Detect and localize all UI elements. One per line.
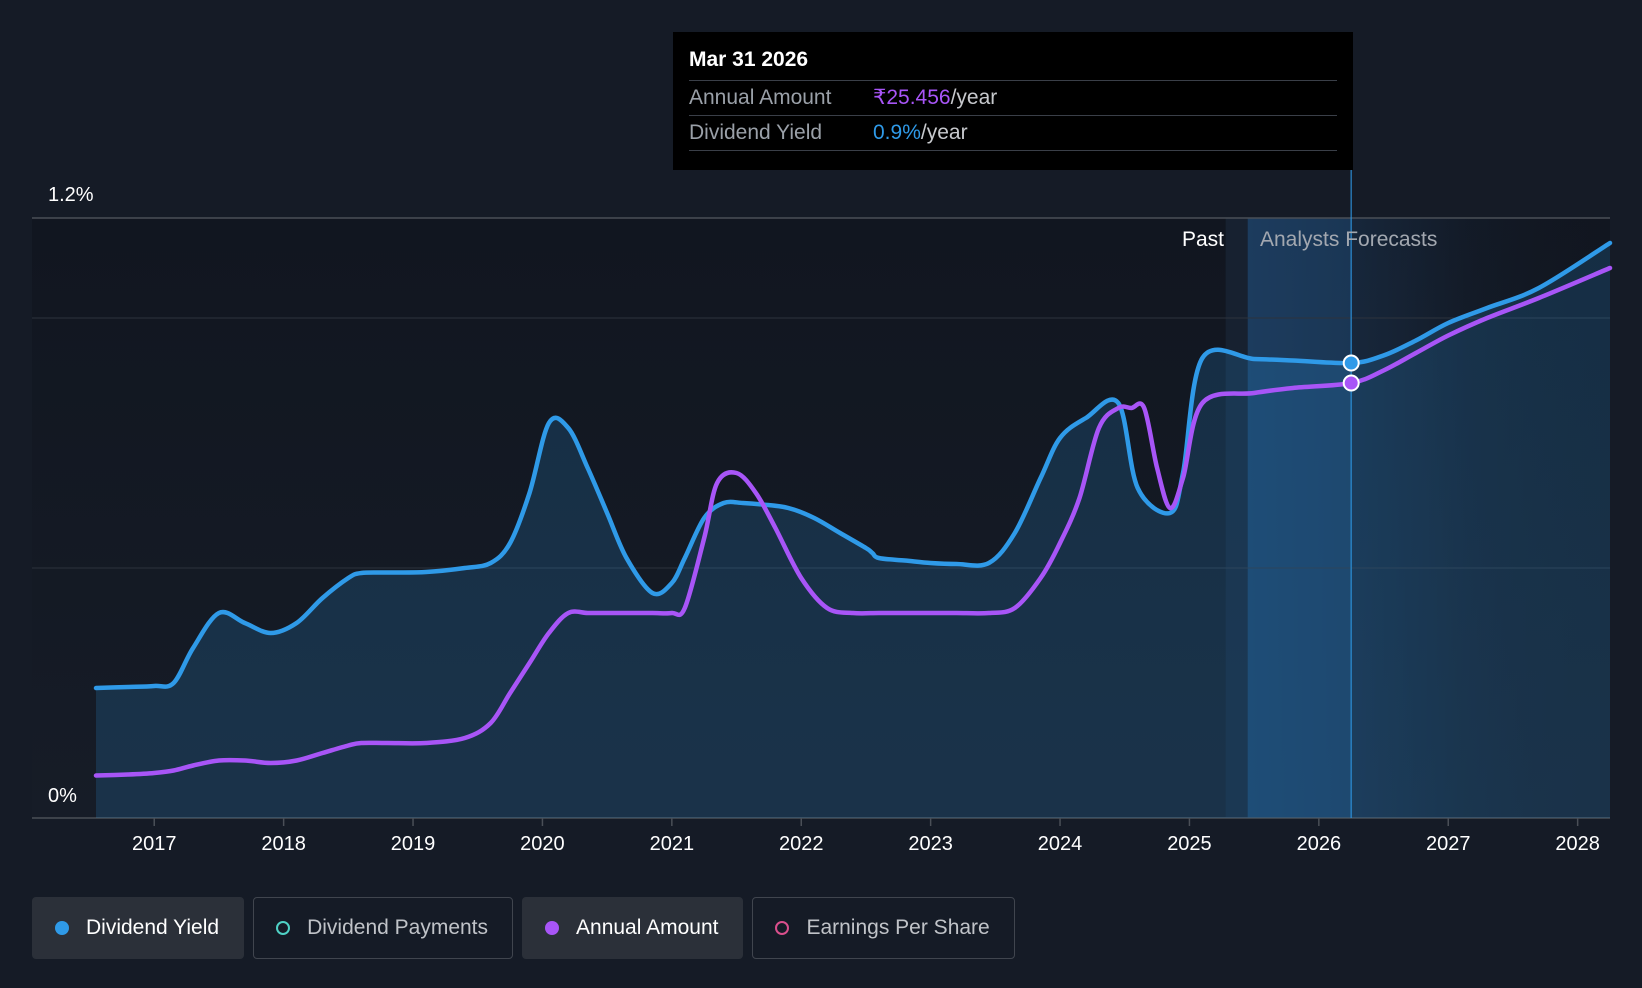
tooltip-label: Annual Amount <box>689 86 832 109</box>
x-tick-label: 2021 <box>650 833 695 855</box>
x-tick-label: 2027 <box>1426 833 1471 855</box>
forecast-region-label: Analysts Forecasts <box>1260 228 1438 251</box>
past-region-label: Past <box>1182 228 1225 251</box>
annual-amount-line <box>93 265 1613 778</box>
legend-label: Dividend Yield <box>86 916 220 939</box>
y-axis-label-bottom: 0% <box>48 785 77 807</box>
hollow-circle-icon <box>276 921 291 935</box>
legend-item-dividend-payments[interactable]: Dividend Payments <box>253 897 514 959</box>
hollow-circle-icon <box>775 921 790 935</box>
x-tick-label: 2020 <box>520 833 565 855</box>
filled-circle-icon <box>545 921 560 935</box>
x-tick-label: 2025 <box>1167 833 1212 855</box>
tooltip-row-annual-amount: Annual Amount ₹25.456 /year <box>689 81 1337 116</box>
dividend-yield-hover-point <box>1342 354 1360 372</box>
tooltip-value: 0.9% <box>873 121 921 144</box>
tooltip-unit: /year <box>950 86 998 109</box>
legend-item-annual-amount[interactable]: Annual Amount <box>522 897 744 959</box>
tooltip: Mar 31 2026 Annual Amount ₹25.456 /year … <box>673 32 1353 170</box>
x-tick-label: 2026 <box>1297 833 1342 855</box>
x-tick-label: 2022 <box>779 833 824 855</box>
dividend-yield-area <box>96 243 1610 818</box>
legend-label: Earnings Per Share <box>806 916 990 939</box>
y-axis-label-top: 1.2% <box>48 184 94 206</box>
dividend-chart: 2017 2018 2019 2020 2021 2022 2023 2024 2025 2026… <box>32 170 1613 855</box>
x-tick-label: 2018 <box>261 833 306 855</box>
legend-item-earnings-per-share[interactable]: Earnings Per Share <box>752 897 1015 959</box>
tooltip-label: Dividend Yield <box>689 121 823 144</box>
tooltip-date: Mar 31 2026 <box>689 46 1337 81</box>
tooltip-value: ₹25.456 <box>873 86 951 109</box>
legend: Dividend Yield Dividend Payments Annual … <box>32 897 1024 959</box>
legend-label: Dividend Payments <box>307 916 489 939</box>
annual-amount-hover-point <box>1342 374 1360 392</box>
tooltip-unit: /year <box>920 121 968 144</box>
x-tick-label: 2023 <box>908 833 953 855</box>
tooltip-row-dividend-yield: Dividend Yield 0.9% /year <box>689 116 1337 151</box>
legend-item-dividend-yield[interactable]: Dividend Yield <box>32 897 245 959</box>
past-forecast-divider-band <box>1225 218 1248 818</box>
x-tick-label: 2028 <box>1555 833 1600 855</box>
x-tick-label: 2017 <box>132 833 177 855</box>
x-tick-label: 2024 <box>1038 833 1083 855</box>
x-tick-label: 2019 <box>391 833 436 855</box>
filled-circle-icon <box>55 921 69 935</box>
legend-label: Annual Amount <box>576 916 719 939</box>
